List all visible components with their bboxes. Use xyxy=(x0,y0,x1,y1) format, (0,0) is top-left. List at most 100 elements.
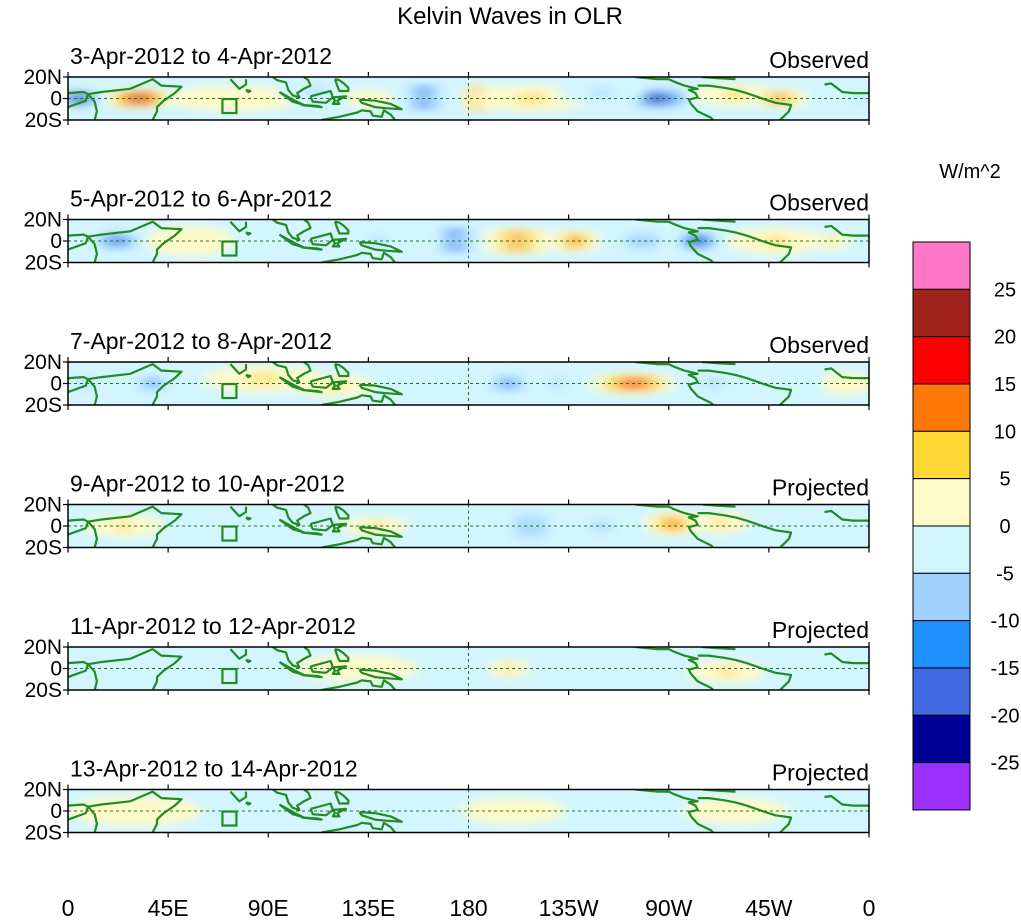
colorbar-swatch xyxy=(912,288,971,338)
anomaly-peak xyxy=(771,96,789,101)
anomaly-peak xyxy=(294,807,332,815)
coastlines xyxy=(68,647,869,690)
coastline xyxy=(301,816,323,821)
coastline xyxy=(309,374,334,389)
coastline xyxy=(272,362,312,384)
anomaly-peak xyxy=(589,90,615,97)
coastline xyxy=(635,789,715,833)
coastlines xyxy=(68,504,869,548)
coastline xyxy=(272,219,312,241)
island-outline xyxy=(221,97,238,115)
coastline xyxy=(229,648,248,660)
colorbar-tick-label: -20 xyxy=(991,705,1020,727)
coastline xyxy=(333,790,350,805)
y-tick-label: 20N xyxy=(23,66,62,89)
y-tick-label: 0 xyxy=(50,658,62,681)
coastline xyxy=(245,658,252,664)
y-tick-label: 20N xyxy=(23,636,62,659)
colorbar-swatch xyxy=(912,430,971,480)
y-tick-label: 0 xyxy=(50,373,62,396)
coastline xyxy=(87,663,99,690)
x-tick-label: 45E xyxy=(148,895,189,920)
y-tick-label: 20S xyxy=(25,109,62,132)
coastline xyxy=(301,246,323,251)
island-outline xyxy=(221,667,238,685)
panel-date-range: 3-Apr-2012 to 4-Apr-2012 xyxy=(70,43,332,69)
anomaly-peak xyxy=(416,102,432,106)
coastline xyxy=(697,84,793,120)
panel-status: Observed xyxy=(769,190,869,216)
anomaly-peak xyxy=(522,529,540,534)
coastline xyxy=(824,82,869,95)
coastline xyxy=(301,388,323,394)
coastline xyxy=(272,789,312,812)
y-tick-label: 20S xyxy=(25,394,62,417)
coastline xyxy=(229,505,248,518)
coastline xyxy=(87,520,99,548)
x-tick-label: 135W xyxy=(539,895,599,920)
coastline xyxy=(697,369,793,405)
x-tick-label: 180 xyxy=(449,895,487,920)
coastline xyxy=(245,801,252,806)
coastline xyxy=(87,790,183,833)
coastline xyxy=(229,363,248,375)
anomaly-peak xyxy=(507,244,528,249)
colorbar-tick-label: 20 xyxy=(994,327,1016,349)
coastline xyxy=(87,363,183,405)
y-tick-label: 20N xyxy=(23,351,62,374)
coastline xyxy=(358,668,403,681)
coastline xyxy=(245,373,252,379)
coastline xyxy=(272,647,312,669)
colorbar-tick-label: 15 xyxy=(994,374,1016,396)
coastline xyxy=(358,383,403,396)
anomaly-peak xyxy=(723,92,748,99)
coastline xyxy=(87,78,183,120)
panel-status: Projected xyxy=(772,475,869,501)
coastline xyxy=(331,95,348,106)
colorbar-tick-label: -15 xyxy=(991,658,1020,680)
colorbar-swatch xyxy=(912,241,971,290)
coastlines xyxy=(68,362,869,405)
y-tick-label: 0 xyxy=(50,230,62,253)
x-tick-label: 45W xyxy=(745,895,793,920)
coastline xyxy=(229,78,248,90)
coastline xyxy=(333,78,350,93)
coastline xyxy=(321,679,396,690)
coastline xyxy=(331,665,348,676)
coastline xyxy=(331,522,348,533)
colorbar-swatch xyxy=(912,620,971,669)
colorbar-tick-label: -25 xyxy=(991,753,1020,775)
y-tick-label: 20S xyxy=(25,679,62,702)
coastline xyxy=(87,93,99,120)
coastline xyxy=(321,109,396,120)
x-tick-label: 90E xyxy=(248,895,289,920)
coastline xyxy=(272,77,312,99)
anomaly-peak xyxy=(238,522,276,530)
coastline xyxy=(245,516,252,521)
coastline xyxy=(309,517,334,532)
colorbar-tick-label: 5 xyxy=(999,469,1010,491)
coastline xyxy=(245,231,252,236)
anomaly-peak xyxy=(132,664,182,673)
y-tick-label: 0 xyxy=(50,800,62,823)
island-outline xyxy=(221,240,238,257)
colorbar-swatch xyxy=(912,572,971,622)
anomaly-peak xyxy=(246,375,282,383)
coastline xyxy=(87,378,99,405)
panel-date-range: 7-Apr-2012 to 8-Apr-2012 xyxy=(70,328,332,354)
coastline xyxy=(697,511,793,548)
coastline xyxy=(301,103,323,109)
island-outline xyxy=(221,810,238,827)
coastline xyxy=(321,251,396,263)
x-tick-label: 90W xyxy=(645,895,693,920)
coastline xyxy=(309,802,334,817)
colorbar: W/m^2 25 20 15 10 5 0 -5 -10 -15 -20 -25 xyxy=(912,161,1020,811)
colorbar-tick-label: 10 xyxy=(994,421,1016,443)
colorbar-swatch xyxy=(912,383,971,432)
anomaly-peak xyxy=(702,380,725,387)
anomaly-peak xyxy=(715,668,738,675)
coastline xyxy=(301,531,323,536)
